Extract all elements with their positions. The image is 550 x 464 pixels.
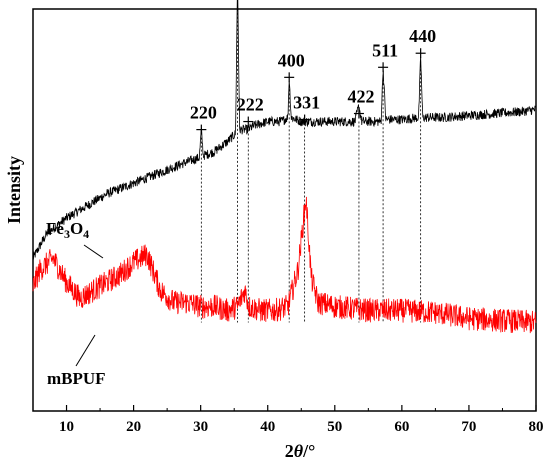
x-tick-label: 20 (126, 419, 141, 435)
x-tick-label: 30 (193, 419, 208, 435)
x-tick-label: 40 (260, 419, 275, 435)
plot-frame (32, 8, 537, 412)
fe3o4-sub-3: 3 (64, 227, 70, 241)
x-tick-label: 70 (461, 419, 476, 435)
peak-label-511: 511 (372, 40, 398, 60)
x-tick-label: 50 (327, 419, 342, 435)
fe3o4-pointer (83, 244, 104, 259)
x-title-part: 2 (285, 441, 294, 461)
peak-label-222: 222 (237, 95, 264, 115)
peak-guide-lines (200, 0, 422, 323)
series-label-fe3o4: Fe3O4 (46, 219, 89, 241)
series-line-mbpuf (32, 196, 537, 334)
fe3o4-sub-4: 4 (83, 227, 89, 241)
peak-label-440: 440 (409, 26, 436, 46)
series-lines (32, 0, 537, 334)
fe3o4-fe: Fe (46, 219, 64, 238)
series-line-fe3o4 (32, 0, 537, 260)
peak-markers: 220311222400331422511440 (190, 26, 436, 135)
peak-label-220: 220 (190, 103, 217, 123)
y-axis-title: Intensity (4, 156, 24, 224)
series-label-mbpuf: mBPUF (47, 369, 106, 388)
x-title-part: /° (302, 441, 315, 461)
peak-label-400: 400 (278, 50, 305, 70)
mbpuf-pointer (75, 334, 96, 367)
fe3o4-o: O (70, 219, 83, 238)
x-tick-label: 60 (394, 419, 409, 435)
peak-label-422: 422 (347, 87, 374, 107)
peak-label-331: 331 (293, 93, 320, 113)
x-tick-label: 10 (59, 419, 74, 435)
x-axis-ticks: 10 20 30 40 50 60 70 80 (32, 405, 544, 435)
x-title-theta: θ (294, 441, 304, 461)
x-tick-label: 80 (529, 419, 544, 435)
x-axis-title: 2θ/° (285, 441, 316, 461)
